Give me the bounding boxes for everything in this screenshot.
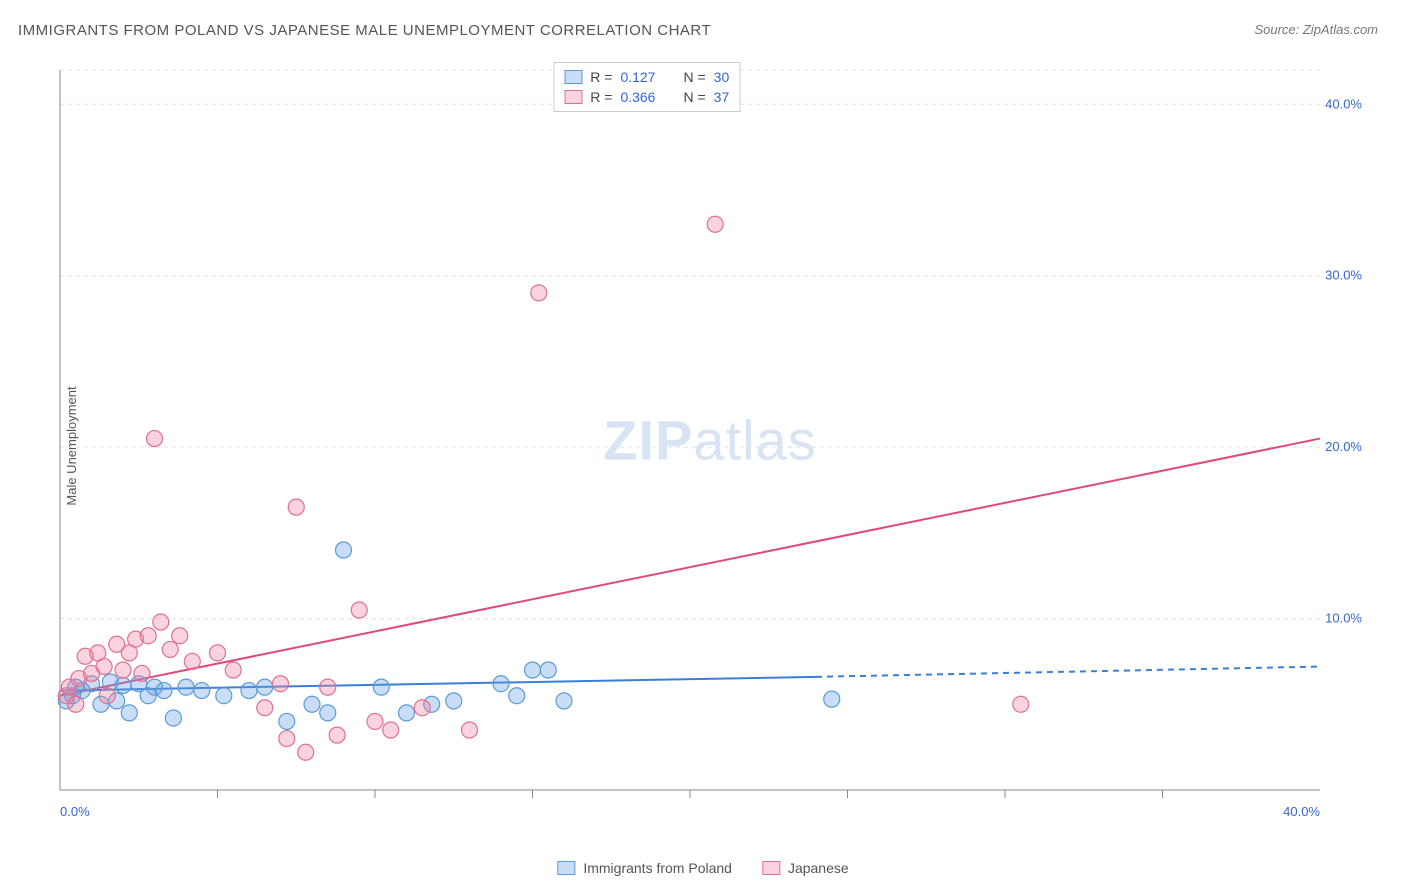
chart-canvas: 10.0% 20.0% 30.0% 40.0% 0.0% 40.0% <box>50 60 1370 820</box>
svg-text:0.0%: 0.0% <box>60 804 90 819</box>
swatch-pink <box>762 861 780 875</box>
legend-row-pink: R = 0.366 N = 37 <box>564 87 729 107</box>
swatch-blue <box>564 70 582 84</box>
series-legend: Immigrants from Poland Japanese <box>557 860 848 876</box>
svg-text:20.0%: 20.0% <box>1325 439 1362 454</box>
scatter-plot: 10.0%20.0%30.0%40.0%0.0%40.0% ZIPatlas <box>50 60 1370 820</box>
swatch-pink <box>564 90 582 104</box>
chart-title: IMMIGRANTS FROM POLAND VS JAPANESE MALE … <box>18 22 711 39</box>
svg-text:40.0%: 40.0% <box>1283 804 1320 819</box>
legend-row-blue: R = 0.127 N = 30 <box>564 67 729 87</box>
correlation-legend: R = 0.127 N = 30 R = 0.366 N = 37 <box>553 62 740 112</box>
source-attribution: Source: ZipAtlas.com <box>1254 22 1378 37</box>
legend-item-japanese: Japanese <box>762 860 849 876</box>
svg-text:30.0%: 30.0% <box>1325 268 1362 283</box>
svg-text:10.0%: 10.0% <box>1325 611 1362 626</box>
svg-text:40.0%: 40.0% <box>1325 96 1362 111</box>
swatch-blue <box>557 861 575 875</box>
legend-item-poland: Immigrants from Poland <box>557 860 732 876</box>
